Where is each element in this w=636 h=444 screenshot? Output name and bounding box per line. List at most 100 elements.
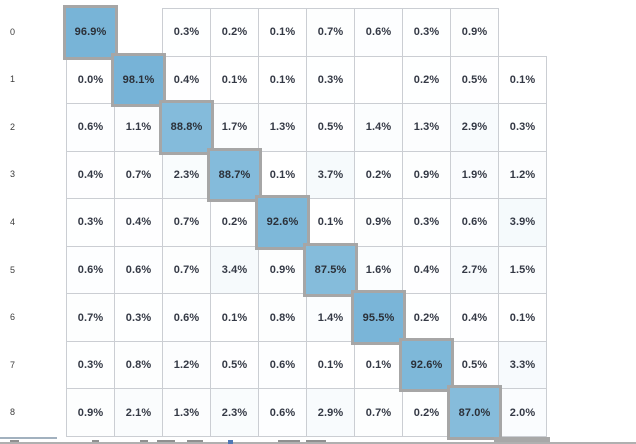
matrix-cell: 0.1% xyxy=(498,293,547,342)
matrix-cell: 0.8% xyxy=(258,293,307,342)
matrix-cell: 1.7% xyxy=(210,103,259,152)
row-label: 5 xyxy=(10,264,16,275)
matrix-cell: 0.3% xyxy=(66,340,115,390)
clipped-content-fragment xyxy=(92,439,99,442)
clipped-content-fragment xyxy=(140,440,148,443)
matrix-cell: 0.9% xyxy=(354,198,403,247)
partial-row9-diagonal-border xyxy=(494,436,550,442)
matrix-cell: 2.9% xyxy=(306,388,355,437)
matrix-cell: 0.9% xyxy=(450,8,499,57)
matrix-cell: 0.6% xyxy=(258,340,307,390)
matrix-cell: 0.7% xyxy=(66,293,115,342)
matrix-cell: 0.6% xyxy=(114,245,163,295)
matrix-cell: 1.3% xyxy=(162,388,211,437)
matrix-cell: 0.7% xyxy=(162,198,211,247)
matrix-cell: 0.2% xyxy=(210,8,259,57)
matrix-cell: 0.3% xyxy=(402,198,451,247)
matrix-cell: 1.9% xyxy=(450,150,499,200)
matrix-cell: 0.4% xyxy=(114,198,163,247)
matrix-cell: 1.4% xyxy=(354,103,403,152)
matrix-cell: 0.3% xyxy=(114,293,163,342)
matrix-cell: 3.9% xyxy=(498,198,547,247)
matrix-cell: 2.3% xyxy=(210,388,259,437)
matrix-cell-diagonal: 87.5% xyxy=(303,242,358,298)
row-label: 0 xyxy=(10,26,16,37)
matrix-cell: 0.6% xyxy=(450,198,499,247)
matrix-cell: 0.2% xyxy=(402,388,451,437)
clipped-content-fragment xyxy=(306,440,326,443)
matrix-cell: 0.3% xyxy=(306,55,355,105)
matrix-cell: 2.7% xyxy=(450,245,499,295)
matrix-cell-diagonal: 88.8% xyxy=(159,100,214,155)
matrix-cell: 0.1% xyxy=(498,55,547,105)
matrix-cell: 0.4% xyxy=(402,245,451,295)
matrix-cell: 0.8% xyxy=(114,340,163,390)
matrix-cell: 0.0% xyxy=(66,55,115,105)
matrix-cell: 0.9% xyxy=(402,150,451,200)
clipped-content-fragment xyxy=(10,439,19,442)
matrix-cell-diagonal: 87.0% xyxy=(447,385,502,440)
row-label: 6 xyxy=(10,312,16,323)
matrix-cell: 1.5% xyxy=(498,245,547,295)
matrix-cell-diagonal: 92.6% xyxy=(255,195,310,250)
matrix-cell: 0.9% xyxy=(66,388,115,437)
matrix-cell: 3.4% xyxy=(210,245,259,295)
matrix-cell-diagonal: 88.7% xyxy=(207,147,262,203)
matrix-cell: 0.6% xyxy=(258,388,307,437)
matrix-cell: 0.7% xyxy=(114,150,163,200)
left-edge-fragment xyxy=(0,437,57,439)
matrix-cell: 0.4% xyxy=(450,293,499,342)
matrix-cell: 3.7% xyxy=(306,150,355,200)
matrix-cell: 0.1% xyxy=(210,293,259,342)
matrix-cell: 0.5% xyxy=(210,340,259,390)
clipped-content-fragment xyxy=(278,440,300,443)
row-label: 8 xyxy=(10,407,16,418)
matrix-cell: 0.7% xyxy=(162,245,211,295)
matrix-cell: 0.3% xyxy=(162,8,211,57)
matrix-cell: 2.1% xyxy=(114,388,163,437)
row-label: 7 xyxy=(10,359,16,370)
matrix-cell: 0.5% xyxy=(450,340,499,390)
matrix-cell: 2.9% xyxy=(450,103,499,152)
clipped-blue-fragment xyxy=(228,440,233,444)
matrix-cell: 0.1% xyxy=(258,55,307,105)
matrix-cell: 0.1% xyxy=(210,55,259,105)
matrix-cell: 0.1% xyxy=(258,8,307,57)
matrix-cell: 0.7% xyxy=(306,8,355,57)
matrix-cell: 0.2% xyxy=(402,293,451,342)
matrix-cell: 1.3% xyxy=(258,103,307,152)
matrix-cell: 0.1% xyxy=(354,340,403,390)
matrix-cell: 0.3% xyxy=(402,8,451,57)
matrix-cell: 0.5% xyxy=(306,103,355,152)
matrix-cell: 1.2% xyxy=(498,150,547,200)
matrix-cell: 1.6% xyxy=(354,245,403,295)
row-label: 1 xyxy=(10,74,16,85)
horizontal-divider xyxy=(0,442,636,444)
matrix-cell: 1.4% xyxy=(306,293,355,342)
matrix-cell: 2.0% xyxy=(498,388,547,437)
matrix-cell: 1.3% xyxy=(402,103,451,152)
matrix-cell: 0.9% xyxy=(258,245,307,295)
matrix-cell: 0.2% xyxy=(210,198,259,247)
matrix-cell: 0.6% xyxy=(66,245,115,295)
matrix-cell: 0.4% xyxy=(66,150,115,200)
matrix-cell-diagonal: 96.9% xyxy=(63,5,118,60)
matrix-cell: 0.1% xyxy=(306,198,355,247)
row-label: 3 xyxy=(10,169,16,180)
matrix-cell: 0.3% xyxy=(66,198,115,247)
row-label: 2 xyxy=(10,121,16,132)
matrix-cell: 1.2% xyxy=(162,340,211,390)
matrix-cell: 0.1% xyxy=(306,340,355,390)
matrix-cell: 0.5% xyxy=(450,55,499,105)
matrix-cell-diagonal: 98.1% xyxy=(111,52,166,108)
matrix-cell: 0.7% xyxy=(354,388,403,437)
matrix-cell: 3.3% xyxy=(498,340,547,390)
matrix-cell: 0.6% xyxy=(66,103,115,152)
matrix-cell: 1.1% xyxy=(114,103,163,152)
matrix-cell: 0.2% xyxy=(354,150,403,200)
clipped-content-fragment xyxy=(157,439,175,442)
matrix-cell: 0.6% xyxy=(162,293,211,342)
matrix-cell: 0.1% xyxy=(258,150,307,200)
row-label: 4 xyxy=(10,216,16,227)
